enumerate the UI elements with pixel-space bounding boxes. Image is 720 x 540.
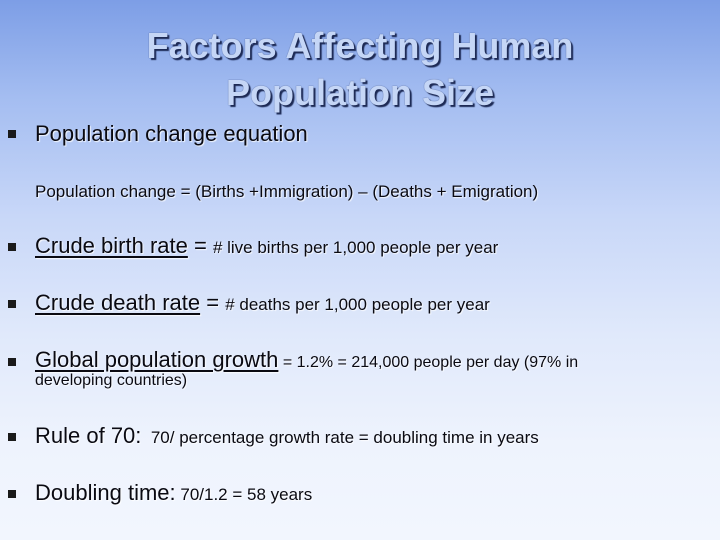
definition-rule-of-70: 70/ percentage growth rate = doubling ti… — [141, 428, 539, 447]
square-bullet-icon — [8, 243, 16, 251]
bullet-doubling-time: Doubling time: 70/1.2 = 58 years — [35, 480, 312, 506]
square-bullet-icon — [8, 358, 16, 366]
population-change-formula: Population change = (Births +Immigration… — [35, 182, 539, 201]
term-doubling-time: Doubling time: — [35, 480, 176, 505]
bullet-population-change-equation: Population change equation — [35, 121, 308, 146]
slide-title: Factors Affecting Human Population Size — [0, 22, 720, 116]
equals-sign: = — [200, 290, 226, 315]
square-bullet-icon — [8, 433, 16, 441]
square-bullet-icon — [8, 300, 16, 308]
definition-global-population-growth-continued: developing countries) — [35, 372, 188, 389]
definition-global-population-growth: = 1.2% = 214,000 people per day (97% in — [278, 354, 579, 371]
title-line-2: Population Size — [225, 72, 494, 113]
definition-doubling-time: 70/1.2 = 58 years — [175, 485, 313, 504]
bullet-crude-birth-rate: Crude birth rate = # live births per 1,0… — [35, 233, 498, 259]
bullet-crude-death-rate: Crude death rate = # deaths per 1,000 pe… — [35, 290, 490, 316]
bullet-global-population-growth: Global population growth = 1.2% = 214,00… — [35, 347, 578, 373]
definition-crude-death-rate: # deaths per 1,000 people per year — [225, 295, 490, 314]
title-line-1: Factors Affecting Human — [146, 25, 574, 66]
definition-crude-birth-rate: # live births per 1,000 people per year — [212, 238, 499, 257]
bullet-rule-of-70: Rule of 70: 70/ percentage growth rate =… — [35, 423, 539, 449]
term-crude-death-rate: Crude death rate — [35, 290, 201, 315]
term-crude-birth-rate: Crude birth rate — [35, 233, 188, 258]
term-global-population-growth: Global population growth — [35, 347, 279, 372]
term-rule-of-70: Rule of 70: — [35, 423, 142, 448]
equals-sign: = — [187, 233, 213, 258]
square-bullet-icon — [8, 130, 16, 138]
square-bullet-icon — [8, 490, 16, 498]
